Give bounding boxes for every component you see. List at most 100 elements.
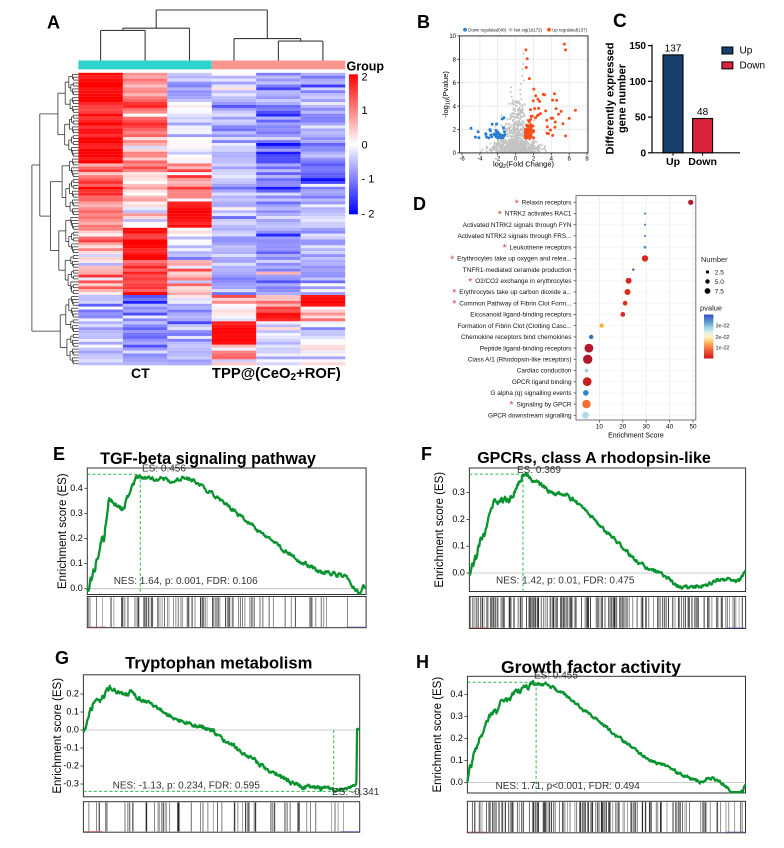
svg-text:pvalue: pvalue	[700, 304, 722, 313]
svg-text:0.2: 0.2	[452, 514, 465, 524]
svg-text:0.0: 0.0	[452, 568, 465, 578]
svg-text:30: 30	[643, 424, 651, 431]
svg-text:NES: -1.13, p: 0.234, FDR: 0.5: NES: -1.13, p: 0.234, FDR: 0.595	[113, 781, 261, 792]
svg-text:CT: CT	[131, 365, 150, 381]
svg-text:Not sig(16172): Not sig(16172)	[514, 27, 543, 32]
svg-text:0.0: 0.0	[450, 777, 463, 787]
svg-text:2: 2	[362, 72, 368, 84]
svg-text:0.3: 0.3	[450, 711, 463, 721]
svg-text:- 1: - 1	[362, 174, 375, 186]
svg-text:4: 4	[453, 104, 457, 110]
svg-text:Down: Down	[688, 156, 717, 168]
svg-text:Enrichment score (ES): Enrichment score (ES)	[57, 473, 69, 589]
svg-text:Number: Number	[701, 255, 728, 264]
svg-text:7.5: 7.5	[715, 288, 724, 295]
svg-text:Down: Down	[740, 60, 766, 71]
svg-text:Group: Group	[347, 60, 385, 74]
svg-text:50: 50	[635, 113, 647, 124]
svg-text:100: 100	[629, 77, 646, 88]
svg-text:1: 1	[362, 105, 368, 117]
svg-text:* NTRK2 activates RAC1: * NTRK2 activates RAC1	[498, 209, 572, 221]
svg-text:-0.1: -0.1	[63, 743, 79, 753]
svg-text:Growth factor activity: Growth factor activity	[501, 657, 681, 677]
svg-text:ES: 0.456: ES: 0.456	[142, 464, 186, 475]
svg-text:GPCR downstream signalling: GPCR downstream signalling	[488, 413, 572, 420]
svg-text:48: 48	[697, 107, 709, 118]
svg-text:0.2: 0.2	[66, 689, 79, 699]
svg-text:ES: 0.369: ES: 0.369	[517, 465, 561, 476]
svg-text:* O2/CO2 exchange in erythrocy: * O2/CO2 exchange in erythrocytes	[468, 276, 571, 288]
svg-text:6: 6	[568, 156, 572, 162]
svg-text:Peptide ligand-binding recepto: Peptide ligand-binding receptors	[480, 345, 572, 352]
svg-text:10: 10	[596, 424, 604, 431]
svg-text:* Signaling by GPCR: * Signaling by GPCR	[509, 399, 571, 411]
svg-text:Activated NTRK2 signals throug: Activated NTRK2 signals through FYN	[463, 222, 572, 229]
svg-text:2: 2	[453, 128, 457, 134]
svg-text:50: 50	[689, 424, 697, 431]
svg-text:G: G	[55, 648, 69, 668]
svg-text:E: E	[53, 444, 65, 464]
svg-text:H: H	[416, 652, 429, 672]
svg-text:C: C	[613, 11, 627, 32]
svg-text:0.4: 0.4	[70, 483, 83, 493]
svg-text:Formation of Fibrin Clot (Clot: Formation of Fibrin Clot (Clotting Casc.…	[457, 323, 571, 330]
svg-text:0.3: 0.3	[70, 508, 83, 518]
svg-text:20: 20	[619, 424, 627, 431]
svg-text:F: F	[421, 444, 432, 464]
svg-text:NES: 1.64, p: 0.001, FDR: 0.10: NES: 1.64, p: 0.001, FDR: 0.106	[114, 576, 258, 587]
svg-text:TGF-beta signaling pathway: TGF-beta signaling pathway	[100, 450, 316, 468]
svg-text:* Erythrocytes take up carbon: * Erythrocytes take up carbon dioxide a.…	[452, 287, 571, 299]
svg-text:TPP@(CeO2+ROF): TPP@(CeO2+ROF)	[212, 366, 341, 383]
svg-text:0.1: 0.1	[66, 707, 79, 717]
svg-text:- 2: - 2	[362, 209, 375, 221]
svg-text:B: B	[417, 12, 430, 32]
svg-text:0.1: 0.1	[452, 541, 465, 551]
svg-text:gene number: gene number	[617, 63, 629, 133]
svg-text:0: 0	[640, 148, 646, 159]
svg-text:ES: -0.341: ES: -0.341	[332, 787, 380, 798]
svg-text:NES: 1.42, p: 0.01, FDR: 0.475: NES: 1.42, p: 0.01, FDR: 0.475	[496, 576, 635, 587]
svg-text:* Relaxin receptors: * Relaxin receptors	[515, 197, 572, 209]
svg-text:Class A/1 (Rhodopsin-like rece: Class A/1 (Rhodopsin-like receptors)	[468, 357, 572, 364]
svg-text:G alpha (q) signalling events: G alpha (q) signalling events	[491, 390, 572, 397]
svg-text:Cardiac conduction: Cardiac conduction	[517, 368, 572, 375]
svg-text:5.0: 5.0	[715, 279, 724, 286]
svg-text:-6: -6	[459, 156, 465, 162]
svg-text:A: A	[47, 13, 60, 33]
svg-text:-0.3: -0.3	[63, 779, 79, 789]
svg-text:Chemokine receptors bind chemo: Chemokine receptors bind chemokines	[461, 334, 571, 341]
svg-text:ES: 0.455: ES: 0.455	[534, 671, 578, 682]
svg-text:0.2: 0.2	[70, 533, 83, 543]
svg-text:Eicosanoid ligand-binding rece: Eicosanoid ligand-binding receptors	[470, 312, 571, 319]
svg-text:0.0: 0.0	[70, 583, 83, 593]
svg-text:10: 10	[449, 34, 456, 40]
svg-text:137: 137	[665, 44, 682, 55]
svg-text:Up: Up	[666, 156, 680, 168]
svg-text:0: 0	[362, 140, 368, 152]
svg-text:0: 0	[514, 156, 518, 162]
svg-text:0.0: 0.0	[66, 725, 79, 735]
svg-text:Tryptophan metabolism: Tryptophan metabolism	[125, 654, 312, 673]
svg-text:Enrichment score (ES): Enrichment score (ES)	[434, 472, 446, 588]
svg-text:3e-02: 3e-02	[716, 324, 730, 330]
svg-text:-2: -2	[495, 156, 501, 162]
svg-text:0.1: 0.1	[450, 755, 463, 765]
svg-text:log2(Fold Change): log2(Fold Change)	[493, 160, 555, 171]
svg-text:150: 150	[629, 41, 646, 52]
svg-text:GPCRs, class A rhodopsin-like: GPCRs, class A rhodopsin-like	[477, 450, 711, 467]
svg-text:1e-02: 1e-02	[716, 346, 730, 352]
svg-text:Activated NTRK2 signals throug: Activated NTRK2 signals through FRS...	[457, 233, 571, 240]
svg-text:* Leukotriene receptors: * Leukotriene receptors	[503, 242, 572, 254]
svg-text:0.1: 0.1	[70, 558, 83, 568]
svg-text:2.5: 2.5	[715, 269, 724, 276]
svg-text:GPCR ligand binding: GPCR ligand binding	[512, 379, 572, 386]
svg-text:Enrichment Score: Enrichment Score	[608, 433, 664, 440]
svg-text:D: D	[413, 194, 426, 214]
svg-text:6: 6	[453, 81, 457, 87]
svg-text:TNFR1-mediated ceramide produc: TNFR1-mediated ceramide production	[463, 267, 572, 274]
svg-text:2e-02: 2e-02	[716, 335, 730, 341]
svg-text:Up: Up	[740, 46, 753, 57]
svg-text:0: 0	[453, 151, 457, 157]
svg-text:* Erythrocytes take up oxygen: * Erythrocytes take up oxygen and relea.…	[450, 253, 572, 265]
svg-text:* Common Pathway of Fibrin Clo: * Common Pathway of Fibrin Clot Form...	[452, 298, 571, 310]
